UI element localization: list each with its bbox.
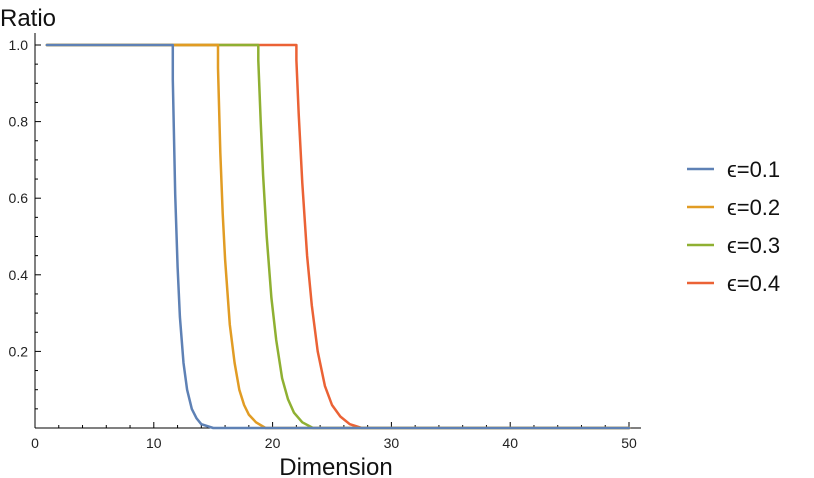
y-tick-label: 1.0 — [9, 37, 29, 53]
legend-label: ϵ=0.4 — [727, 271, 780, 296]
series-line-4 — [45, 43, 631, 430]
series-line-1 — [45, 43, 631, 430]
x-tick-label: 40 — [502, 435, 518, 451]
x-tick-label: 30 — [384, 435, 400, 451]
x-tick-label: 0 — [31, 435, 39, 451]
legend: ϵ=0.1 ϵ=0.2 ϵ=0.3 ϵ=0.4 — [687, 157, 780, 296]
y-axis-title: Ratio — [0, 5, 56, 32]
series-line-2 — [45, 43, 631, 430]
legend-label: ϵ=0.3 — [727, 233, 780, 258]
series-line-3 — [45, 43, 631, 430]
legend-label: ϵ=0.1 — [727, 157, 780, 182]
series-lines — [45, 43, 631, 430]
legend-label: ϵ=0.2 — [727, 195, 780, 220]
axes: 0 10 20 30 40 50 0.2 0.4 0.6 0.8 1.0 — [9, 33, 641, 451]
y-tick-label: 0.4 — [9, 267, 29, 283]
x-tick-label: 20 — [265, 435, 281, 451]
x-tick-label: 50 — [621, 435, 637, 451]
x-tick-label: 10 — [146, 435, 162, 451]
y-tick-label: 0.2 — [9, 343, 29, 359]
x-axis-title: Dimension — [279, 454, 392, 478]
y-tick-label: 0.6 — [9, 190, 29, 206]
y-tick-label: 0.8 — [9, 114, 29, 130]
